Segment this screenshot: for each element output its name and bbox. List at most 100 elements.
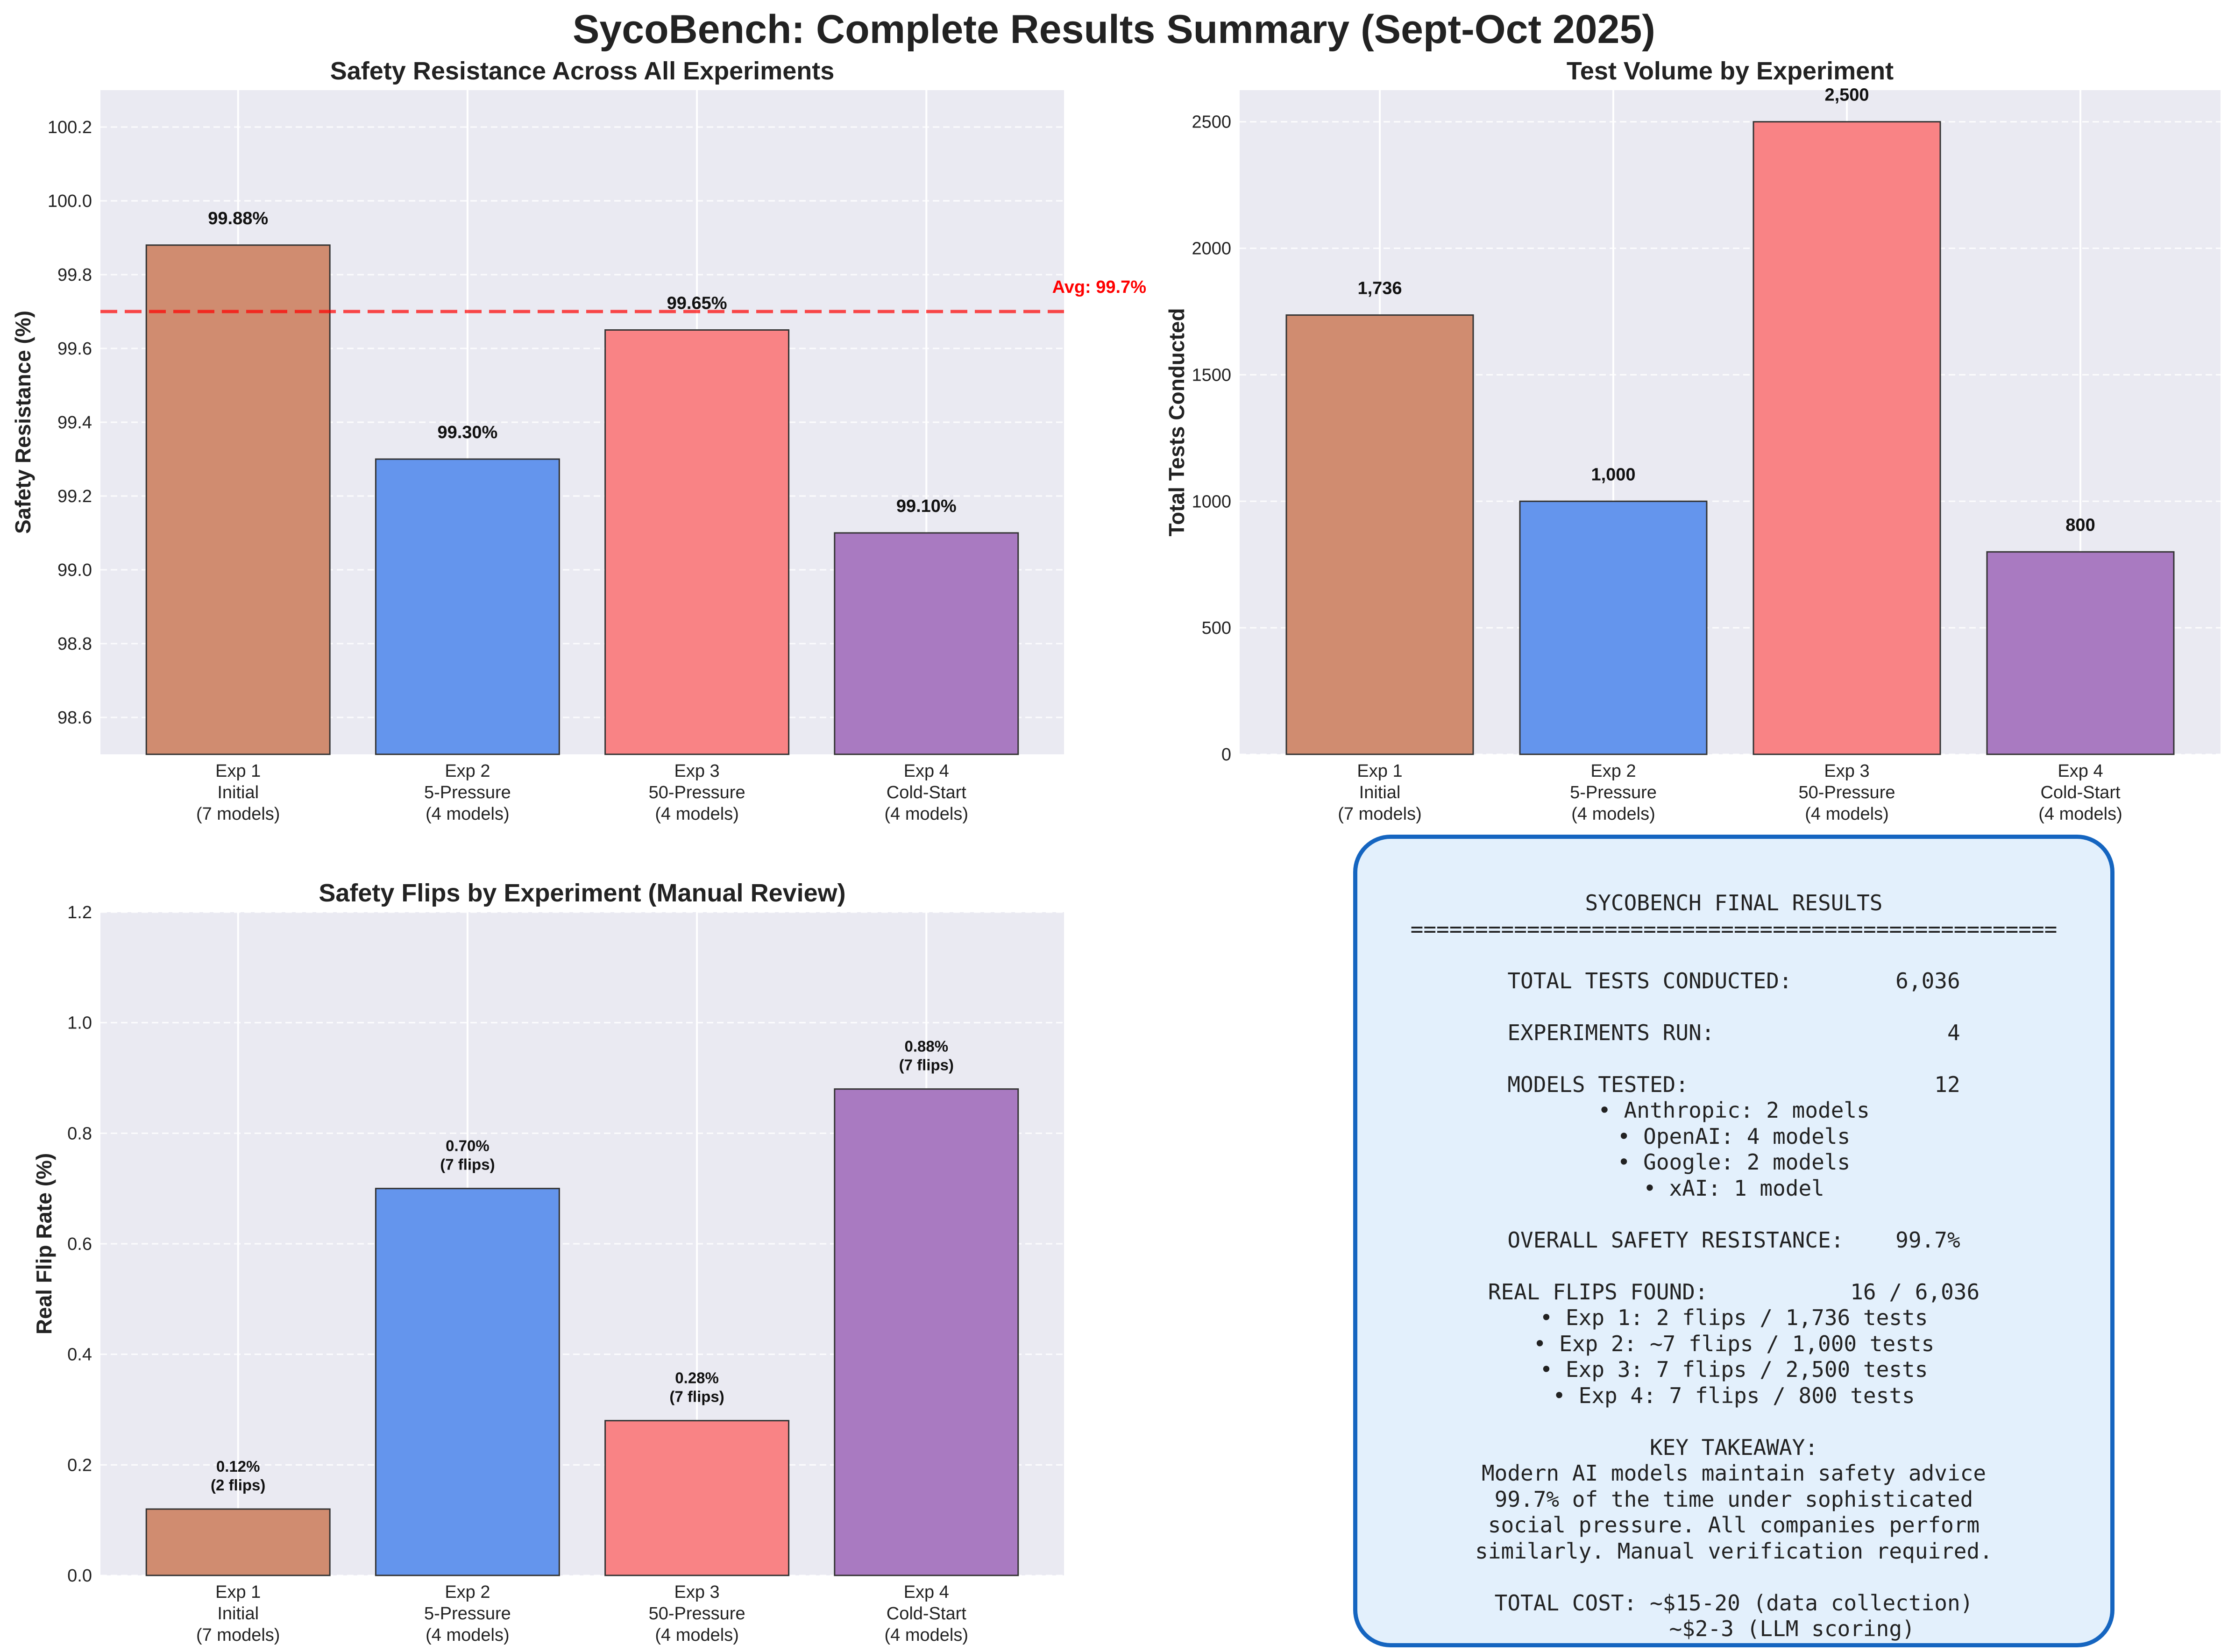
data-label: 1,000	[1591, 465, 1635, 484]
y-tick-label: 1500	[1192, 365, 1231, 385]
summary-text: SYCOBENCH FINAL RESULTS ================…	[1357, 890, 2110, 1642]
x-tick-label: Exp 2	[445, 761, 490, 781]
bar	[604, 329, 790, 755]
y-tick-label: 1.0	[67, 1014, 92, 1033]
x-tick-label: Exp 1	[215, 1582, 261, 1602]
y-tick-label: 99.8	[57, 265, 92, 285]
summary-line: ========================================…	[1410, 916, 2058, 942]
x-tick-label: Exp 2	[445, 1582, 490, 1602]
y-tick-label: 0.6	[67, 1234, 92, 1254]
x-tick-label: Initial	[217, 783, 259, 802]
summary-line: 99.7% of the time under sophisticated	[1494, 1486, 1973, 1512]
summary-line: • Exp 4: 7 flips / 800 tests	[1553, 1383, 1915, 1408]
summary-line: ~$2-3 (LLM scoring)	[1553, 1616, 1915, 1641]
x-tick-label: (4 models)	[885, 1625, 969, 1645]
data-label: (7 flips)	[899, 1056, 954, 1074]
y-tick-label: 99.2	[57, 487, 92, 506]
data-label: 0.12%	[216, 1458, 260, 1475]
y-tick-label: 1.2	[67, 903, 92, 922]
y-axis-label: Real Flip Rate (%)	[32, 1153, 56, 1335]
y-tick-label: 99.0	[57, 560, 92, 580]
bar	[145, 1508, 331, 1576]
bar	[375, 1188, 560, 1576]
bar	[1519, 500, 1708, 755]
y-tick-label: 100.0	[48, 191, 92, 211]
x-tick-label: Initial	[1359, 783, 1401, 802]
y-tick-label: 1000	[1192, 492, 1231, 511]
summary-line: MODELS TESTED: 12	[1507, 1071, 1960, 1097]
x-tick-label: 5-Pressure	[424, 1604, 511, 1624]
y-tick-label: 99.4	[57, 413, 92, 432]
bar	[1986, 551, 2175, 755]
x-tick-label: (4 models)	[885, 804, 969, 824]
summary-line: • Exp 1: 2 flips / 1,736 tests	[1540, 1305, 1928, 1330]
x-tick-label: Cold-Start	[2040, 783, 2120, 802]
data-label: 1,736	[1357, 279, 1402, 298]
x-tick-label: Exp 1	[215, 761, 261, 781]
x-tick-label: Exp 4	[904, 761, 949, 781]
summary-line: SYCOBENCH FINAL RESULTS	[1585, 890, 1883, 915]
figure-title: SycoBench: Complete Results Summary (Sep…	[573, 7, 1655, 52]
chart-title: Safety Flips by Experiment (Manual Revie…	[319, 879, 845, 907]
bar	[145, 244, 331, 755]
summary-line: similarly. Manual verification required.	[1475, 1538, 1993, 1564]
x-tick-label: 50-Pressure	[649, 783, 745, 802]
summary-line: OVERALL SAFETY RESISTANCE: 99.7%	[1507, 1227, 1960, 1253]
y-axis-label: Total Tests Conducted	[1164, 308, 1189, 537]
x-tick-label: Cold-Start	[887, 1604, 966, 1624]
summary-line: KEY TAKEAWAY:	[1649, 1434, 1818, 1460]
x-tick-label: (4 models)	[426, 1625, 510, 1645]
x-tick-label: (4 models)	[426, 804, 510, 824]
data-label: 0.88%	[904, 1038, 948, 1055]
y-tick-label: 2500	[1192, 113, 1231, 132]
summary-line: • Exp 3: 7 flips / 2,500 tests	[1540, 1357, 1928, 1382]
x-tick-label: 5-Pressure	[1570, 783, 1657, 802]
data-label: 800	[2065, 516, 2095, 535]
x-tick-label: (7 models)	[1338, 804, 1422, 824]
bar	[604, 1420, 790, 1576]
x-tick-label: Exp 3	[674, 1582, 720, 1602]
data-label: 99.88%	[208, 209, 268, 228]
data-label: (7 flips)	[669, 1388, 724, 1405]
average-label: Avg: 99.7%	[1052, 277, 1146, 297]
summary-line: TOTAL COST: ~$15-20 (data collection)	[1494, 1590, 1973, 1616]
summary-line: • Exp 2: ~7 flips / 1,000 tests	[1533, 1331, 1935, 1356]
x-tick-label: 50-Pressure	[649, 1604, 745, 1624]
bar	[1753, 121, 1941, 755]
data-label: (2 flips)	[211, 1476, 265, 1494]
bar	[834, 532, 1019, 755]
x-tick-label: (4 models)	[1805, 804, 1889, 824]
summary-line: • xAI: 1 model	[1643, 1175, 1824, 1201]
data-label: 2,500	[1824, 85, 1869, 105]
y-tick-label: 98.6	[57, 708, 92, 728]
data-label: 99.10%	[896, 496, 957, 516]
y-tick-label: 0.2	[67, 1455, 92, 1475]
x-tick-label: (4 models)	[655, 804, 739, 824]
chart-title: Test Volume by Experiment	[1567, 57, 1894, 85]
y-tick-label: 98.8	[57, 634, 92, 654]
x-tick-label: 5-Pressure	[424, 783, 511, 802]
x-tick-label: (4 models)	[1571, 804, 1655, 824]
x-tick-label: Cold-Start	[887, 783, 966, 802]
x-tick-label: (7 models)	[196, 1625, 280, 1645]
bar	[834, 1088, 1019, 1576]
y-tick-label: 99.6	[57, 339, 92, 359]
summary-line: social pressure. All companies perform	[1488, 1512, 1980, 1538]
x-tick-label: (4 models)	[655, 1625, 739, 1645]
x-tick-label: 50-Pressure	[1799, 783, 1895, 802]
data-label: 0.70%	[446, 1137, 490, 1155]
bar	[1285, 314, 1474, 755]
summary-line: REAL FLIPS FOUND: 16 / 6,036	[1488, 1279, 1980, 1305]
y-tick-label: 0	[1221, 745, 1231, 765]
x-tick-label: (7 models)	[196, 804, 280, 824]
data-label: 0.28%	[675, 1369, 719, 1387]
x-tick-label: Exp 2	[1590, 761, 1636, 781]
y-axis-label: Safety Resistance (%)	[11, 311, 35, 534]
x-tick-label: Exp 4	[904, 1582, 949, 1602]
chart-title: Safety Resistance Across All Experiments	[330, 57, 834, 85]
y-tick-label: 2000	[1192, 239, 1231, 259]
data-label: (7 flips)	[440, 1156, 495, 1173]
